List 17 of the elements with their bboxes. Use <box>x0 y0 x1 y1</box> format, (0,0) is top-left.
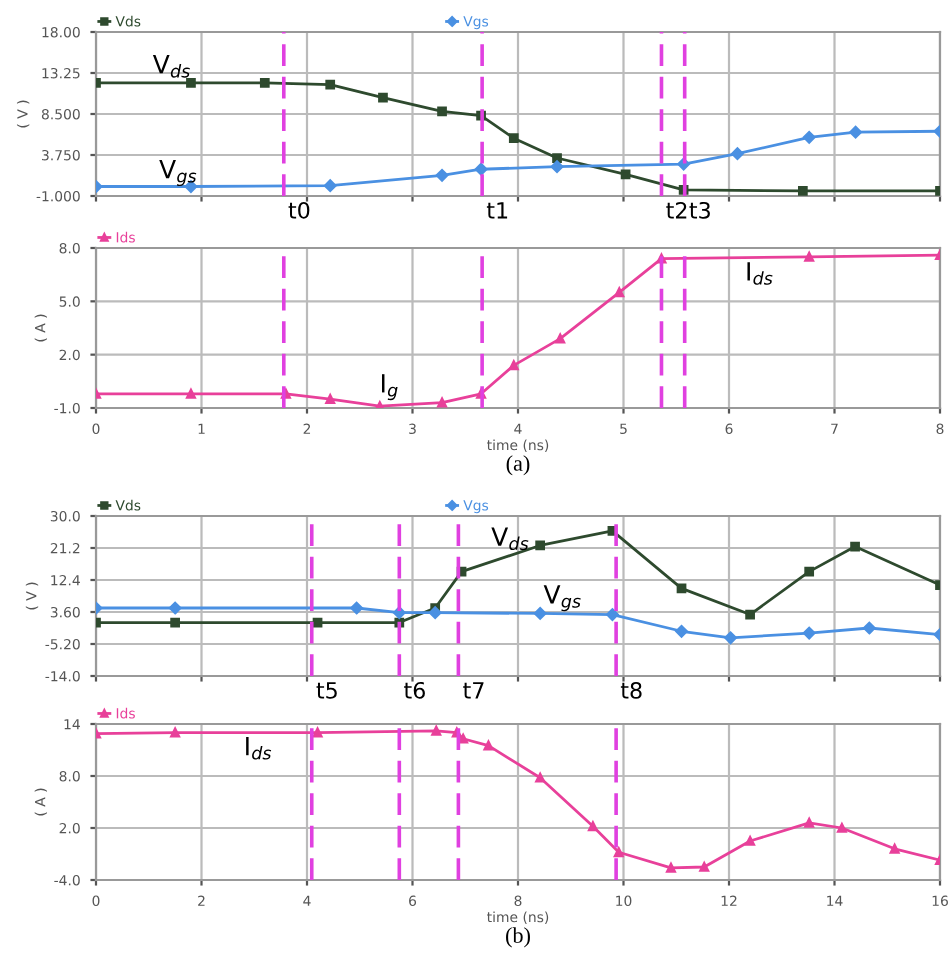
annotation: V$_{gs}$ <box>159 160 197 187</box>
ref-line-label: t7 <box>463 682 484 699</box>
annotation: I$_{ds}$ <box>747 262 773 285</box>
annotation: I$_{g}$ <box>381 374 398 401</box>
ref-line-label: t6 <box>404 681 425 699</box>
text: (b) <box>506 927 530 948</box>
ref-line-label: t3 <box>689 201 710 219</box>
annotation: V$_{ds}$ <box>152 55 190 78</box>
ref-line-label: t0 <box>288 201 310 219</box>
ref-line-label: t5 <box>316 682 337 699</box>
annotation: V$_{ds}$ <box>491 527 529 551</box>
ref-line-label: t1 <box>486 202 508 219</box>
annotation: V$_{gs}$ <box>543 585 581 612</box>
text: (a) <box>506 455 530 476</box>
ref-line-label: t2 <box>666 201 687 219</box>
annotation: I$_{ds}$ <box>246 736 272 760</box>
ref-line-label: t8 <box>620 681 642 699</box>
